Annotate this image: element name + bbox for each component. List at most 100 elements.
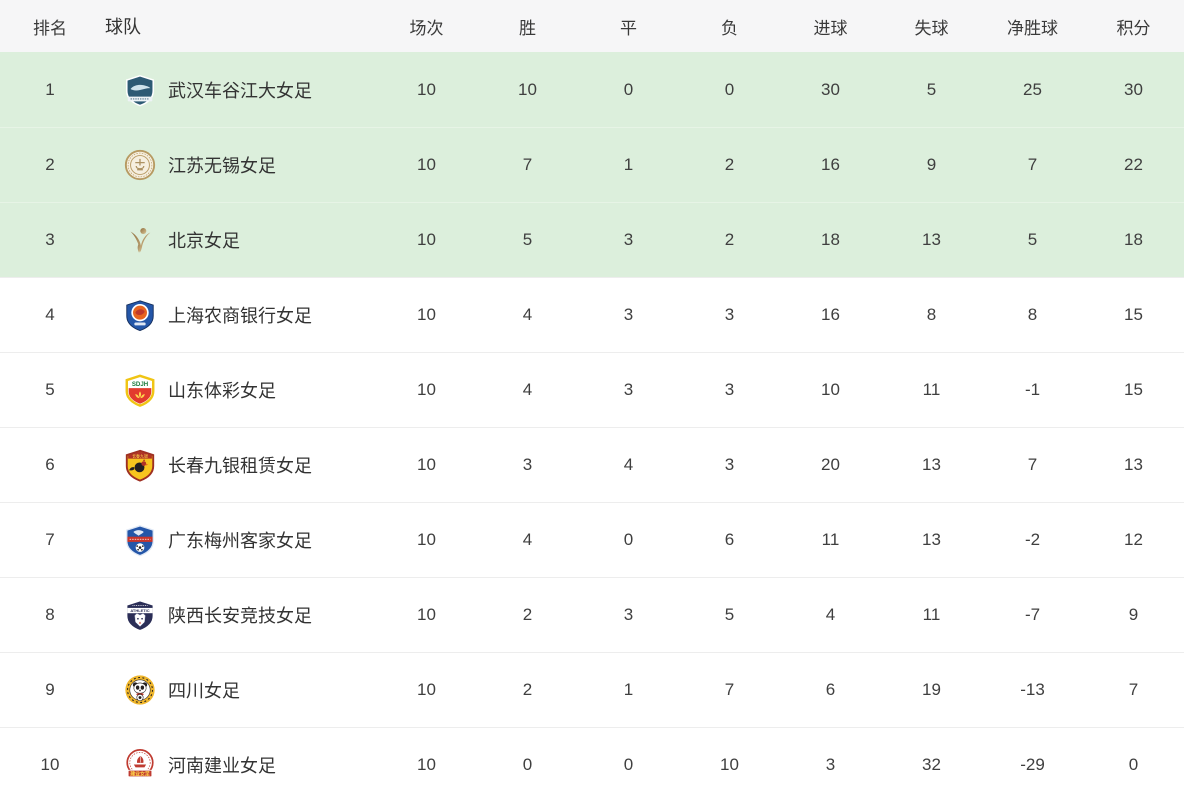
team-cell[interactable]: 广东梅州客家女足 [100, 523, 376, 557]
rank-cell: 3 [45, 230, 55, 249]
team-cell[interactable]: SDJH 山东体彩女足 [100, 373, 376, 407]
team-cell[interactable]: 上海农商银行女足 [100, 298, 376, 332]
goal-diff-cell: -13 [1020, 680, 1045, 699]
loss-cell: 3 [724, 455, 735, 474]
goals-for-cell: 18 [821, 230, 840, 249]
table-row: 7 广东梅州客家女足 10 4 0 6 11 13 -2 12 [0, 502, 1184, 577]
table-row: 8 ATHLETIC 陕西长安竞技女足 10 2 3 5 4 11 -7 9 [0, 577, 1184, 652]
points-cell: 18 [1124, 230, 1143, 249]
goals-against-cell: 13 [922, 530, 941, 549]
goal-diff-cell: 5 [1027, 230, 1038, 249]
loss-cell: 5 [724, 605, 735, 624]
goals-against-cell: 11 [922, 380, 941, 399]
goals-for-cell: 30 [821, 79, 840, 99]
rank-cell: 9 [45, 680, 55, 699]
goals-against-cell: 19 [922, 680, 941, 699]
goal-diff-cell: 7 [1027, 155, 1038, 174]
team-name: 北京女足 [168, 231, 240, 251]
goal-diff-cell: -2 [1024, 530, 1041, 549]
team-logo-shandong-icon: SDJH [123, 373, 157, 407]
goal-diff-cell: -29 [1020, 755, 1045, 774]
win-cell: 2 [522, 605, 533, 624]
team-logo-sichuan-icon [123, 673, 157, 707]
points-cell: 22 [1124, 155, 1143, 174]
win-cell: 7 [522, 155, 533, 174]
column-header-loss: 负 [721, 18, 738, 38]
loss-cell: 3 [724, 305, 735, 324]
loss-cell: 3 [724, 380, 735, 399]
win-cell: 2 [522, 680, 533, 699]
goals-for-cell: 16 [821, 155, 840, 174]
team-cell[interactable]: 建业女足 河南建业女足 [100, 748, 376, 782]
team-name: 江苏无锡女足 [168, 156, 276, 176]
team-logo-shaanxi-icon: ATHLETIC [123, 598, 157, 632]
draw-cell: 0 [623, 79, 634, 99]
team-cell[interactable]: 武汉车谷江大女足 [100, 73, 376, 107]
rank-cell: 2 [45, 155, 55, 174]
team-name: 四川女足 [168, 681, 240, 701]
win-cell: 4 [522, 530, 533, 549]
draw-cell: 0 [623, 530, 634, 549]
team-logo-shanghai-icon [123, 298, 157, 332]
table-row: 2 江苏无锡女足 10 7 1 2 16 9 7 22 [0, 127, 1184, 202]
loss-cell: 7 [724, 680, 735, 699]
goals-for-cell: 4 [825, 605, 836, 624]
points-cell: 13 [1124, 455, 1143, 474]
draw-cell: 3 [623, 605, 634, 624]
points-cell: 7 [1128, 680, 1139, 699]
team-name: 河南建业女足 [168, 756, 276, 776]
team-logo-jiangsu-icon [123, 148, 157, 182]
team-cell[interactable]: 北京女足 [100, 223, 376, 257]
draw-cell: 4 [623, 455, 634, 474]
points-cell: 12 [1124, 530, 1143, 549]
team-logo-henan-icon: 建业女足 [123, 748, 157, 782]
team-logo-wuhan-icon [123, 73, 157, 107]
loss-cell: 2 [724, 155, 735, 174]
goals-against-cell: 8 [926, 305, 937, 324]
column-header-team: 球队 [105, 17, 141, 37]
column-header-goals_for: 进球 [813, 18, 848, 38]
win-cell: 5 [522, 230, 533, 249]
goals-for-cell: 10 [821, 380, 840, 399]
loss-cell: 2 [724, 230, 735, 249]
column-header-win: 胜 [519, 18, 536, 38]
team-name: 山东体彩女足 [168, 381, 276, 401]
team-cell[interactable]: 四川女足 [100, 673, 376, 707]
played-cell: 10 [417, 605, 436, 624]
goal-diff-cell: -1 [1024, 380, 1041, 399]
draw-cell: 3 [623, 230, 634, 249]
table-header-row: 排名 球队 场次 胜 平 负 进球 失球 净胜球 积分 [0, 0, 1184, 52]
table-row: 1 武汉车谷江大女足 10 10 0 0 30 5 25 30 [0, 52, 1184, 127]
draw-cell: 3 [623, 380, 634, 399]
points-cell: 0 [1128, 755, 1139, 774]
points-cell: 15 [1124, 305, 1143, 324]
team-name: 上海农商银行女足 [168, 306, 312, 326]
svg-text:SDJH: SDJH [132, 381, 149, 388]
team-logo-beijing-icon [123, 223, 157, 257]
played-cell: 10 [417, 380, 436, 399]
win-cell: 3 [522, 455, 533, 474]
draw-cell: 0 [623, 755, 634, 774]
goal-diff-cell: -7 [1024, 605, 1041, 624]
team-cell[interactable]: 江苏无锡女足 [100, 148, 376, 182]
table-row: 3 北京女足 10 5 3 2 18 13 5 18 [0, 202, 1184, 277]
goals-for-cell: 16 [821, 305, 840, 324]
team-cell[interactable]: 长春九银 长春九银租赁女足 [100, 448, 376, 482]
points-cell: 9 [1128, 605, 1139, 624]
table-row: 9 四川女足 10 2 1 7 6 19 -13 7 [0, 652, 1184, 727]
rank-cell: 10 [40, 755, 60, 774]
played-cell: 10 [417, 230, 436, 249]
goals-for-cell: 11 [821, 530, 840, 549]
win-cell: 0 [522, 755, 533, 774]
team-cell[interactable]: ATHLETIC 陕西长安竞技女足 [100, 598, 376, 632]
team-name: 陕西长安竞技女足 [168, 606, 312, 626]
goal-diff-cell: 8 [1027, 305, 1038, 324]
goals-against-cell: 9 [926, 155, 937, 174]
goals-against-cell: 11 [922, 605, 941, 624]
played-cell: 10 [417, 755, 436, 774]
points-cell: 30 [1124, 79, 1143, 99]
column-header-draw: 平 [620, 18, 637, 38]
column-header-goal_diff: 净胜球 [1007, 18, 1058, 38]
table-body: 1 武汉车谷江大女足 10 10 0 0 30 5 25 30 2 江苏无锡女足 10 7 1 2 16 9 7… [0, 52, 1184, 802]
